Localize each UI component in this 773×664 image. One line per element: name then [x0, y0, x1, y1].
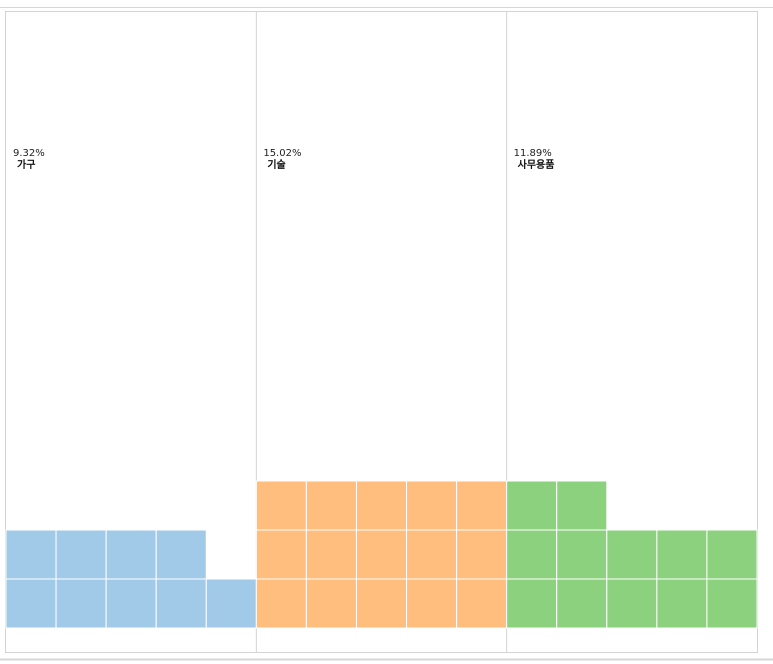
waffle-cell [205, 578, 257, 629]
waffle-cell [506, 578, 558, 629]
waffle-cell [556, 529, 608, 580]
waffle-cell [255, 578, 307, 629]
waffle-cell [105, 578, 157, 629]
waffle-cell [5, 529, 57, 580]
waffle-cell [706, 529, 758, 580]
waffle-cell [456, 529, 508, 580]
waffle-cell [456, 578, 508, 629]
panel-1: 9.32%가구 [5, 148, 257, 629]
waffle-cell [506, 480, 558, 531]
waffle-cell [406, 578, 458, 629]
category-label: 기술 [267, 158, 285, 171]
waffle-cell [556, 578, 608, 629]
waffle-cell [255, 480, 307, 531]
waffle-cell [105, 529, 157, 580]
waffle-cell [656, 578, 708, 629]
category-label: 가구 [17, 158, 35, 171]
percent-label: 9.32% [13, 148, 45, 159]
waffle-cell [406, 480, 458, 531]
category-label: 사무용품 [518, 158, 555, 171]
percent-label: 15.02% [263, 148, 301, 159]
waffle-cell [355, 529, 408, 580]
waffle-cell [406, 529, 458, 580]
panel-3: 11.89%사무용품 [506, 12, 758, 652]
waffle-cell [255, 529, 307, 580]
percent-label: 11.89% [514, 148, 552, 159]
waffle-cell [606, 529, 658, 580]
waffle-cell [155, 578, 207, 629]
waffle-cell [355, 480, 408, 531]
waffle-cell [456, 480, 508, 531]
waffle-cell [506, 529, 558, 580]
waffle-cell [305, 480, 357, 531]
waffle-cell [355, 578, 408, 629]
panel-2: 15.02%기술 [255, 12, 508, 652]
waffle-cell [305, 578, 357, 629]
waffle-cell [606, 578, 658, 629]
waffle-cell [5, 578, 57, 629]
waffle-cell [155, 529, 207, 580]
waffle-cell [55, 578, 107, 629]
waffle-cell [305, 529, 357, 580]
waffle-cell [55, 529, 107, 580]
waffle-cell [706, 578, 758, 629]
waffle-cell [556, 480, 608, 531]
waffle-cell [656, 529, 708, 580]
